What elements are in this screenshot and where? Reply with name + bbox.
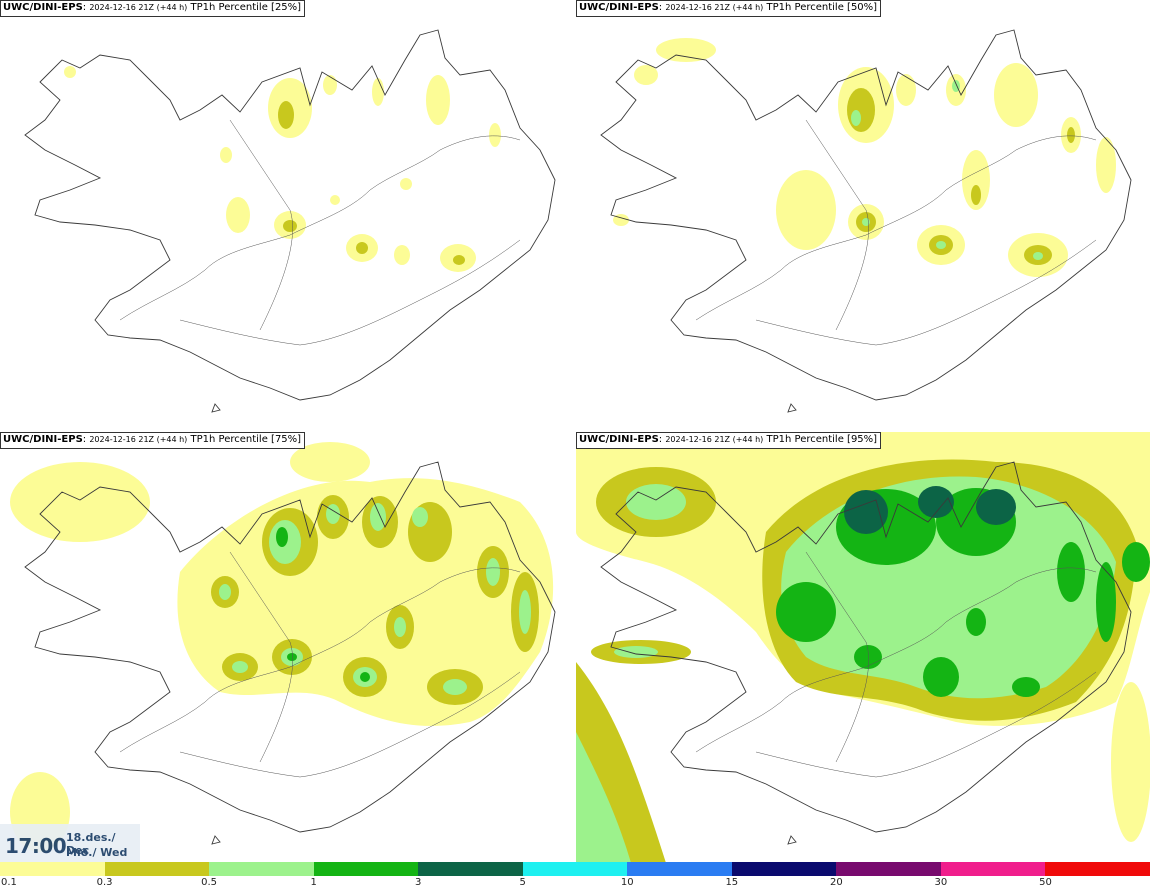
legend-tick-label: 30 <box>934 877 948 888</box>
legend-swatch <box>940 862 1047 876</box>
legend-tick-label: 0.3 <box>96 877 113 888</box>
coastline <box>24 29 556 413</box>
valid-time-box: 17:00 18.des./ Dec Mið./ Wed <box>0 824 140 862</box>
valid-time: 17:00 <box>5 834 67 858</box>
legend-swatch <box>104 862 211 876</box>
roads <box>695 119 1097 346</box>
precip-shading <box>613 38 1116 277</box>
iceland-map-95 <box>576 432 1150 863</box>
legend-swatch <box>731 862 838 876</box>
iceland-map-75 <box>10 442 556 852</box>
legend-tick-label: 5 <box>519 877 526 888</box>
map-panel-25: UWC/DINI-EPS: 2024-12-16 21Z (+44 h) TP1… <box>0 0 574 431</box>
iceland-map-25 <box>24 29 556 413</box>
legend-swatch <box>522 862 629 876</box>
legend-tick-label: 3 <box>414 877 422 888</box>
precip-shading <box>10 442 554 852</box>
panel-title: UWC/DINI-EPS: 2024-12-16 21Z (+44 h) TP1… <box>0 0 306 17</box>
map-panel-75: UWC/DINI-EPS: 2024-12-16 21Z (+44 h) TP1… <box>0 432 574 863</box>
roads <box>119 551 521 778</box>
legend-tick-label: 10 <box>620 877 634 888</box>
legend-tick-label: 50 <box>1039 877 1052 888</box>
roads <box>695 551 1097 778</box>
map-panel-50: UWC/DINI-EPS: 2024-12-16 21Z (+44 h) TP1… <box>576 0 1150 431</box>
map-panel-95: UWC/DINI-EPS: 2024-12-16 21Z (+44 h) TP1… <box>576 432 1150 863</box>
coastline <box>600 29 1132 413</box>
legend-tick-label: 1 <box>310 877 317 888</box>
panel-title: UWC/DINI-EPS: 2024-12-16 21Z (+44 h) TP1… <box>576 0 882 17</box>
legend-swatch <box>1045 862 1150 876</box>
legend-swatch <box>418 862 524 876</box>
legend-tick-label: 0.1 <box>1 877 17 888</box>
legend-tick-label: 0.5 <box>201 877 218 888</box>
coastline <box>600 461 1132 845</box>
precip-shading <box>64 66 501 272</box>
legend-swatch <box>627 862 733 876</box>
precip-shading <box>576 432 1150 863</box>
legend-tick-label: 15 <box>725 877 739 888</box>
roads <box>119 119 521 346</box>
legend-swatch <box>0 862 106 876</box>
panel-title: UWC/DINI-EPS: 2024-12-16 21Z (+44 h) TP1… <box>576 432 882 449</box>
legend-swatch <box>836 862 942 876</box>
coastline <box>24 461 556 845</box>
valid-date-line1: 18.des./ Dec <box>66 831 116 857</box>
legend-swatch <box>313 862 420 876</box>
color-legend: 0.1 0.3 0.5 1 3 5 10 15 20 30 50 <box>0 862 1150 891</box>
iceland-map-50 <box>600 29 1132 413</box>
valid-date-line2: Mið./ Wed <box>66 846 128 859</box>
panel-title: UWC/DINI-EPS: 2024-12-16 21Z (+44 h) TP1… <box>0 432 306 449</box>
legend-swatch <box>209 862 315 876</box>
legend-tick-label: 20 <box>829 877 843 888</box>
